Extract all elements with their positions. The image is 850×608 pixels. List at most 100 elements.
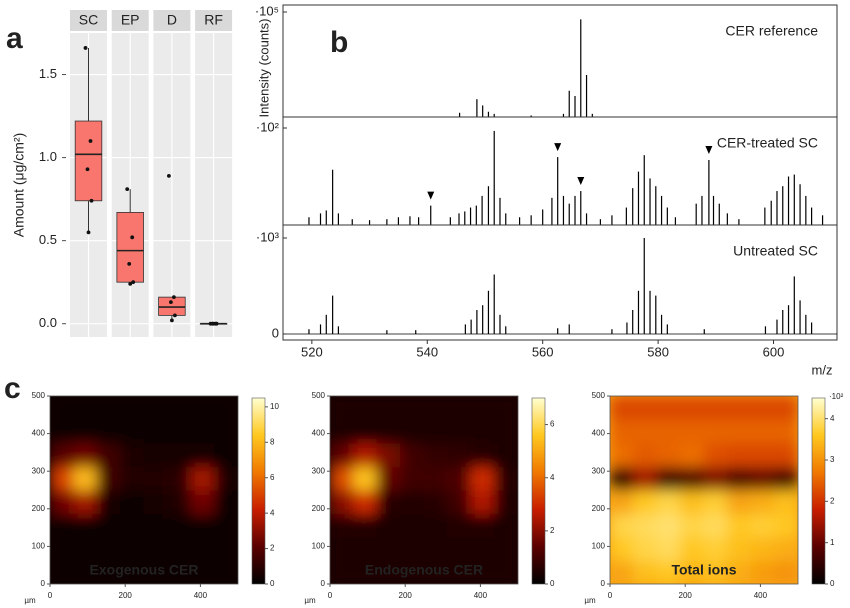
heatmap-cell (494, 513, 518, 538)
heatmap-cell (50, 466, 74, 491)
facet-strip (111, 10, 149, 31)
heatmap-cell (750, 560, 775, 584)
heatmap-cell (774, 396, 798, 420)
heatmap-cell (470, 396, 495, 420)
heatmap-cell (120, 536, 145, 561)
heatmap-cell (50, 419, 74, 444)
heatmap-title: Total ions (671, 562, 736, 578)
x-tick-label: 0 (328, 591, 333, 600)
y-tick-label: 400 (32, 429, 46, 438)
facet-strip (153, 10, 191, 31)
heatmap-cell (610, 419, 634, 444)
heatmap-cell (680, 489, 705, 514)
heatmap-cell (610, 513, 634, 538)
heatmap-cell (167, 536, 192, 561)
x-tick-label: 200 (679, 591, 693, 600)
heatmap-cell (423, 442, 448, 467)
data-point (131, 280, 136, 285)
x-axis-label: µm (304, 596, 316, 605)
heatmap-cell (330, 536, 354, 561)
heatmap-cell (750, 442, 775, 467)
heatmap-cell (656, 560, 681, 584)
y-axis-label: Intensity (counts) (256, 19, 271, 118)
heatmap-cell (167, 489, 192, 514)
heatmap-cell (703, 489, 728, 514)
y-tick-label: 0.0 (39, 315, 57, 330)
data-point (86, 230, 91, 235)
peak-marker (577, 177, 585, 186)
heatmap-cell (214, 560, 238, 584)
data-point (83, 46, 88, 50)
x-tick-label: 540 (416, 344, 438, 359)
heatmap-cell (703, 396, 728, 420)
heatmap-cell (423, 560, 448, 584)
colorbar-tick-label: 2 (270, 544, 275, 553)
heatmap-cell (774, 513, 798, 538)
colorbar-tick-label: 10 (270, 402, 279, 411)
x-axis-label: µm (584, 596, 596, 605)
heatmap-cell (330, 442, 354, 467)
heatmap-cell (120, 560, 145, 584)
y-tick-label: 400 (592, 429, 606, 438)
heatmap-cell (330, 560, 354, 584)
heatmap-cell (353, 489, 378, 514)
heatmap-cell (96, 560, 121, 584)
colorbar-tick-label: 0 (830, 579, 835, 588)
heatmap-cell (120, 419, 145, 444)
heatmap-cell (447, 560, 472, 584)
data-point (85, 167, 90, 172)
heatmap-clip (330, 396, 518, 584)
heatmap-cell (633, 442, 658, 467)
heatmap-cell (750, 513, 775, 538)
heatmap-cell (633, 396, 658, 420)
y-tick-label: 1.0 (39, 149, 57, 164)
heatmap-cell (96, 442, 121, 467)
heatmap-cell (96, 419, 121, 444)
heatmap-cell (703, 466, 728, 491)
colorbar (531, 397, 546, 585)
heatmap-cell (190, 442, 215, 467)
facet-label: D (167, 12, 177, 28)
heatmap-cell (423, 396, 448, 420)
heatmap-cell (330, 396, 354, 420)
heatmap-cell (750, 419, 775, 444)
heatmap-cell (376, 466, 401, 491)
colorbar-tick-label: 1 (830, 538, 835, 547)
colorbar-tick-label: 0 (550, 579, 555, 588)
y-tick-label: 300 (592, 466, 606, 475)
heatmap-cell (96, 536, 121, 561)
heatmap-cell (73, 419, 98, 444)
heatmap-cell (727, 466, 752, 491)
heatmap-cell (167, 560, 192, 584)
heatmap-cell (633, 536, 658, 561)
heatmap-cell (214, 513, 238, 538)
heatmap-cell (703, 560, 728, 584)
heatmap-cell (774, 536, 798, 561)
heatmap-cell (353, 396, 378, 420)
heatmap-cell (400, 536, 425, 561)
heatmap-cell (167, 466, 192, 491)
heatmap-cell (470, 536, 495, 561)
heatmap-title: Endogenous CER (365, 562, 483, 578)
heatmap-cell (400, 419, 425, 444)
heatmap-cell (423, 489, 448, 514)
heatmap-cell (353, 466, 378, 491)
data-point (130, 235, 135, 240)
heatmap-cell (400, 560, 425, 584)
heatmap-cell (494, 396, 518, 420)
heatmap-cell (633, 560, 658, 584)
heatmap-cell (633, 489, 658, 514)
heatmap-cell (703, 513, 728, 538)
box (74, 120, 103, 202)
x-tick-label: 520 (301, 344, 323, 359)
facet-label: EP (121, 12, 140, 28)
heatmap-cell (447, 513, 472, 538)
heatmap-cell (447, 466, 472, 491)
plot-frame (609, 395, 799, 585)
box (116, 212, 144, 283)
colorbar-tick-label: 2 (550, 526, 555, 535)
heatmap-cell (214, 489, 238, 514)
heatmap-cell (120, 442, 145, 467)
heatmap-cell (727, 489, 752, 514)
